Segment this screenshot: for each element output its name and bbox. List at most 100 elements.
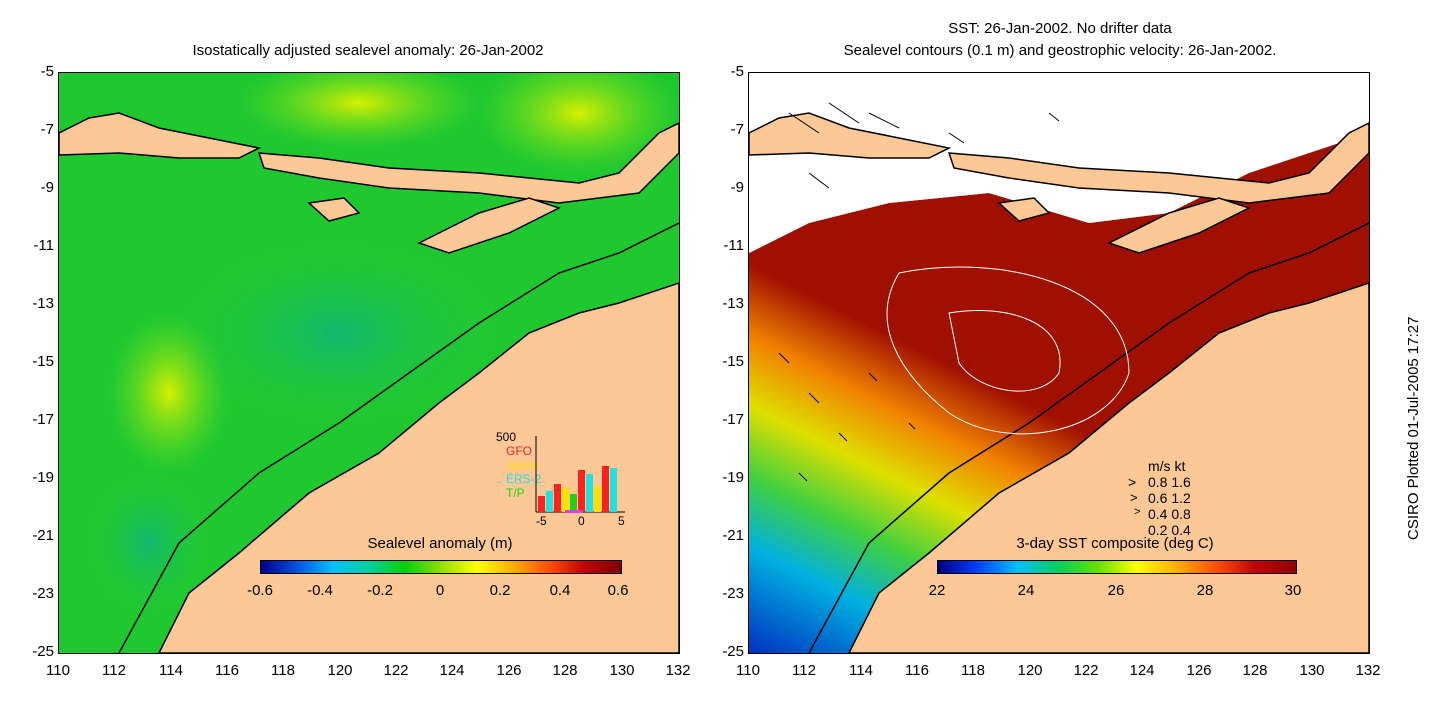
right-colorbar-label: 3-day SST composite (deg C) bbox=[1016, 535, 1214, 552]
right-x-tick-6: 120 bbox=[1017, 662, 1043, 679]
left-cbar-tick-4: 0 bbox=[435, 582, 445, 599]
cloud-cover-north bbox=[749, 73, 1369, 253]
left-x-tick-11: 130 bbox=[609, 662, 635, 679]
sumba-island bbox=[307, 197, 361, 222]
right-map-canvas bbox=[749, 73, 1369, 653]
left-cbar-tick-2: -0.4 bbox=[307, 582, 333, 599]
sealevel-contour-inner bbox=[948, 310, 1061, 392]
velocity-legend-row-4: 0.2 0.4 bbox=[1148, 522, 1191, 538]
timor-island bbox=[1107, 197, 1251, 254]
inset-bar bbox=[546, 491, 553, 512]
right-x-tick-1: 110 bbox=[736, 662, 760, 679]
inset-x-tick-2: 0 bbox=[578, 514, 585, 528]
velocity-arrows bbox=[778, 102, 1060, 482]
right-x-tick-5: 118 bbox=[961, 662, 985, 679]
right-x-tick-8: 124 bbox=[1129, 662, 1155, 679]
right-y-tick-5: -13 bbox=[722, 295, 744, 312]
left-cbar-tick-5: 0.2 bbox=[489, 582, 511, 599]
left-panel-title: Isostatically adjusted sealevel anomaly:… bbox=[192, 42, 544, 59]
inset-bar bbox=[570, 494, 577, 512]
left-y-tick-1: -5 bbox=[40, 63, 54, 80]
lesser-sunda-islands bbox=[947, 122, 1369, 204]
left-y-tick-5: -13 bbox=[32, 295, 54, 312]
velocity-legend-header: m/s kt bbox=[1148, 458, 1186, 474]
left-x-tick-8: 124 bbox=[439, 662, 465, 679]
plot-credit: CSIRO Plotted 01-Jul-2005 17:27 bbox=[1405, 316, 1422, 540]
sumba-island bbox=[997, 197, 1051, 222]
left-x-tick-5: 118 bbox=[271, 662, 295, 679]
left-cbar-tick-7: 0.6 bbox=[607, 582, 629, 599]
right-x-tick-9: 126 bbox=[1186, 662, 1212, 679]
left-y-tick-8: -19 bbox=[32, 469, 54, 486]
left-cbar-tick-6: 0.4 bbox=[549, 582, 571, 599]
right-cbar-tick-4: 28 bbox=[1196, 582, 1214, 599]
velocity-legend-arrow-3: > bbox=[1134, 506, 1141, 518]
left-x-tick-7: 122 bbox=[383, 662, 409, 679]
inset-legend-gfo: GFO bbox=[506, 444, 532, 458]
java-island bbox=[59, 112, 262, 159]
right-y-tick-3: -9 bbox=[730, 179, 744, 196]
right-x-tick-4: 116 bbox=[905, 662, 929, 679]
anomaly-low-blob bbox=[179, 243, 499, 423]
velocity-legend-row-3: 0.4 0.8 bbox=[1148, 506, 1191, 522]
right-panel-title-line2: Sealevel contours (0.1 m) and geostrophi… bbox=[843, 42, 1277, 59]
inset-legend-jason: Jason bbox=[506, 458, 539, 472]
inset-legend-ers2: ERS-2 bbox=[506, 472, 542, 486]
right-cbar-tick-2: 24 bbox=[1017, 582, 1035, 599]
left-x-tick-3: 114 bbox=[159, 662, 183, 679]
inset-bar bbox=[610, 468, 617, 512]
shelf-contour bbox=[118, 222, 679, 653]
left-y-tick-6: -15 bbox=[32, 353, 54, 370]
inset-bar bbox=[578, 470, 585, 512]
velocity-legend-arrow-2: > bbox=[1130, 490, 1138, 505]
right-x-tick-12: 132 bbox=[1355, 662, 1381, 679]
velocity-legend-row-1: 0.8 1.6 bbox=[1148, 474, 1191, 490]
right-y-tick-9: -21 bbox=[722, 527, 744, 544]
sealevel-contour bbox=[886, 266, 1130, 435]
left-y-tick-3: -9 bbox=[40, 179, 54, 196]
velocity-legend-arrow-1: > bbox=[1128, 474, 1137, 490]
left-x-tick-2: 112 bbox=[102, 662, 126, 679]
right-x-tick-10: 128 bbox=[1242, 662, 1268, 679]
left-y-tick-4: -11 bbox=[33, 237, 54, 254]
left-x-tick-1: 110 bbox=[46, 662, 70, 679]
right-y-tick-4: -11 bbox=[723, 237, 744, 254]
right-panel-title-line1: SST: 26-Jan-2002. No drifter data bbox=[948, 20, 1172, 37]
shelf-contour bbox=[808, 222, 1369, 653]
inset-window-marker bbox=[565, 510, 583, 513]
anomaly-high-blob-east bbox=[479, 73, 679, 173]
inset-count-label: 500 bbox=[496, 430, 517, 444]
right-x-tick-11: 130 bbox=[1299, 662, 1325, 679]
left-x-tick-12: 132 bbox=[665, 662, 691, 679]
left-y-tick-9: -21 bbox=[32, 527, 54, 544]
right-y-tick-7: -17 bbox=[722, 411, 744, 428]
left-y-tick-11: -25 bbox=[32, 643, 54, 660]
inset-x-tick-3: 5 bbox=[618, 514, 625, 528]
right-x-tick-3: 114 bbox=[849, 662, 873, 679]
anomaly-high-blob-north bbox=[239, 73, 479, 148]
inset-bar bbox=[538, 496, 545, 512]
right-x-tick-7: 122 bbox=[1073, 662, 1099, 679]
right-colorbar bbox=[937, 560, 1297, 574]
timor-island bbox=[417, 197, 561, 254]
inset-bar bbox=[602, 466, 609, 512]
left-colorbar-label: Sealevel anomaly (m) bbox=[367, 535, 513, 552]
left-colorbar bbox=[260, 560, 622, 574]
inset-x-tick-1: -5 bbox=[536, 514, 547, 528]
right-map bbox=[748, 72, 1370, 654]
left-x-tick-6: 120 bbox=[327, 662, 353, 679]
right-y-tick-2: -7 bbox=[730, 121, 744, 138]
lesser-sunda-islands bbox=[257, 122, 679, 204]
left-x-tick-9: 126 bbox=[496, 662, 522, 679]
right-x-tick-2: 112 bbox=[792, 662, 816, 679]
java-island bbox=[749, 112, 952, 159]
left-cbar-tick-3: -0.2 bbox=[367, 582, 393, 599]
right-cbar-tick-1: 22 bbox=[928, 582, 946, 599]
inset-bar bbox=[554, 484, 561, 512]
right-y-tick-8: -19 bbox=[722, 469, 744, 486]
left-x-tick-4: 116 bbox=[215, 662, 239, 679]
anomaly-low-blob-west bbox=[89, 473, 209, 613]
left-y-tick-2: -7 bbox=[40, 121, 54, 138]
right-y-tick-6: -15 bbox=[722, 353, 744, 370]
inset-histogram bbox=[535, 436, 625, 513]
